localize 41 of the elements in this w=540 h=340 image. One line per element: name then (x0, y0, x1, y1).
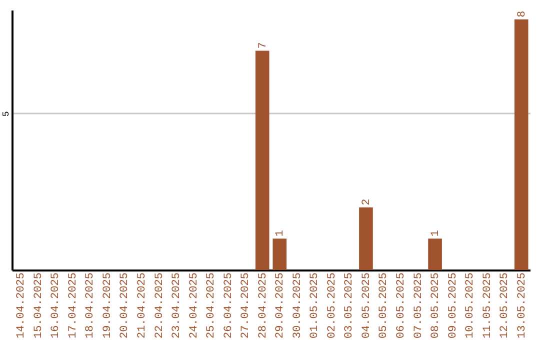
x-tick-label: 14.04.2025 (16, 272, 28, 339)
x-tick-label: 27.04.2025 (240, 272, 252, 339)
x-tick-label: 13.05.2025 (516, 272, 528, 339)
data-label: 1 (430, 230, 442, 237)
bar (514, 19, 528, 270)
x-tick-label: 09.05.2025 (447, 272, 460, 339)
x-tick-label: 02.05.2025 (326, 272, 338, 339)
x-tick-label: 28.04.2025 (257, 272, 270, 339)
x-tick-label: 04.05.2025 (360, 272, 373, 339)
x-tick-label: 18.04.2025 (84, 272, 97, 339)
bar (359, 207, 373, 270)
x-tick-label: 29.04.2025 (274, 272, 287, 339)
x-tick-label: 10.05.2025 (464, 272, 477, 339)
x-tick-label: 26.04.2025 (222, 272, 235, 339)
x-tick-label: 11.05.2025 (482, 272, 494, 339)
x-tick-label: 12.05.2025 (499, 272, 512, 339)
x-tick-label: 30.04.2025 (292, 272, 304, 339)
data-label: 7 (257, 42, 270, 49)
data-label: 1 (274, 230, 287, 237)
bar (255, 50, 270, 270)
data-label: 2 (360, 198, 373, 206)
x-tick-label: 07.05.2025 (412, 272, 425, 339)
x-tick-label: 15.04.2025 (32, 272, 45, 339)
x-tick-label: 06.05.2025 (396, 272, 408, 339)
x-tick-label: 08.05.2025 (430, 272, 442, 339)
x-tick-label: 25.04.2025 (206, 272, 218, 339)
x-tick-label: 05.05.2025 (378, 272, 390, 339)
x-tick-label: 17.04.2025 (67, 272, 80, 339)
x-tick-label: 24.04.2025 (188, 272, 200, 339)
x-tick-label: 01.05.2025 (309, 272, 322, 339)
x-tick-label: 21.04.2025 (136, 272, 148, 339)
data-label: 8 (516, 10, 528, 18)
x-tick-label: 23.04.2025 (171, 272, 184, 339)
x-tick-label: 20.04.2025 (119, 272, 132, 339)
x-tick-label: 22.04.2025 (154, 272, 166, 339)
x-tick-label: 16.04.2025 (50, 272, 62, 339)
x-tick-label: 19.04.2025 (102, 272, 114, 339)
y-tick-label: 5 (2, 111, 12, 117)
bar (428, 238, 442, 270)
bar (272, 238, 287, 270)
x-tick-label: 03.05.2025 (344, 272, 356, 339)
